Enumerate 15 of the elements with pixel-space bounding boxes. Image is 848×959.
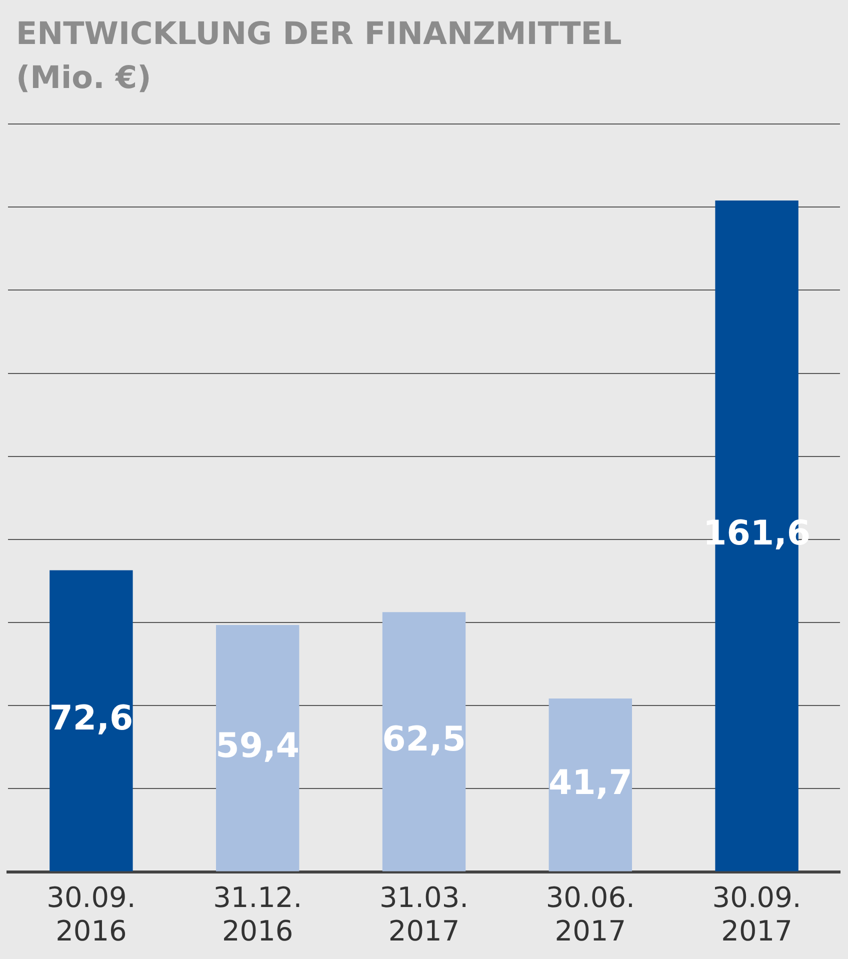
bar <box>382 612 466 872</box>
x-tick-label: 31.12. 2016 <box>213 880 302 948</box>
bar <box>548 698 632 872</box>
x-tick-label: 31.03. 2017 <box>379 880 469 948</box>
chart-title: ENTWICKLUNG DER FINANZMITTEL <box>16 15 622 54</box>
data-label: 59,4 <box>216 726 300 766</box>
bar <box>50 570 133 872</box>
bar <box>216 625 300 872</box>
data-label: 72,6 <box>49 698 134 739</box>
data-label: 62,5 <box>382 720 466 760</box>
x-tick-label: 30.09. 2017 <box>712 880 802 948</box>
x-tick-label: 30.09. 2016 <box>46 880 136 948</box>
chart-subtitle: (Mio. €) <box>16 59 152 98</box>
x-tick-label: 30.06. 2017 <box>546 880 635 948</box>
data-label: 41,7 <box>548 762 632 803</box>
